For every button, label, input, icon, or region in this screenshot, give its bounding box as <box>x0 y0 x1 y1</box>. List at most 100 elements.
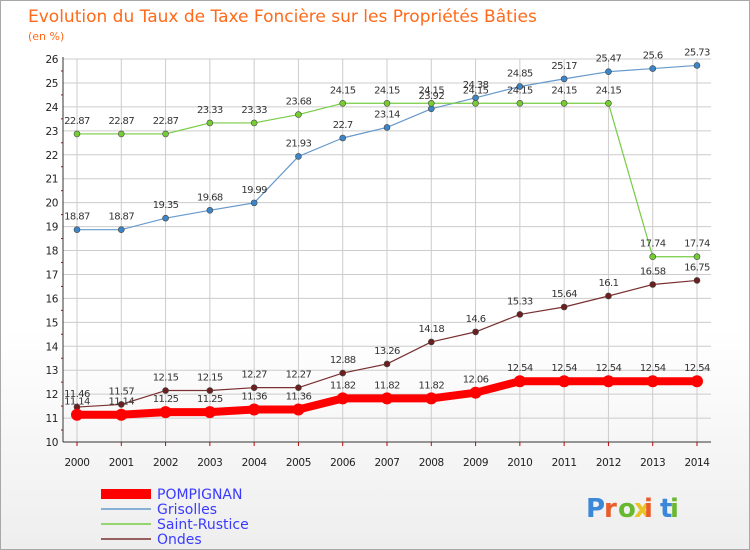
data-point-saint-rustice <box>73 130 81 138</box>
data-label-ondes: 12.27 <box>286 370 312 381</box>
data-point-ondes <box>295 384 302 391</box>
data-label-pompignan: 12.54 <box>684 363 710 374</box>
data-label-pompignan: 11.25 <box>197 394 223 405</box>
data-point-grisolles <box>339 134 347 142</box>
data-point-ondes <box>117 401 125 408</box>
logo-letter: i <box>670 494 679 524</box>
data-point-ondes <box>516 311 524 318</box>
data-point-ondes <box>560 303 568 311</box>
x-tick-label: 2012 <box>596 457 621 469</box>
data-label-saint-rustice: 24.15 <box>463 85 489 96</box>
data-point-saint-rustice <box>339 99 347 107</box>
data-labels: 18.87 18.87 19.35 19.68 19.99 21.93 22.7 23.14 2… <box>64 47 710 407</box>
x-tick-label: 2004 <box>242 457 268 469</box>
data-label-grisolles: 25.47 <box>596 54 622 65</box>
data-point-saint-rustice <box>162 130 169 138</box>
y-tick-label: 15 <box>45 317 58 329</box>
data-label-ondes: 12.15 <box>197 373 223 384</box>
data-label-saint-rustice: 24.15 <box>596 85 622 96</box>
data-point-grisolles <box>162 214 169 222</box>
proxiti-logo: Pr oxi ti <box>586 494 679 524</box>
data-point-grisolles <box>516 83 524 90</box>
data-point-ondes <box>162 387 169 394</box>
data-point-grisolles <box>383 124 391 131</box>
data-label-saint-rustice: 24.15 <box>418 85 444 96</box>
x-tick-label: 2002 <box>153 457 178 469</box>
data-label-ondes: 16.75 <box>684 262 710 273</box>
y-tick-label: 22 <box>45 150 58 162</box>
y-tick-label: 14 <box>45 341 58 353</box>
data-point-grisolles <box>693 62 701 69</box>
data-point-pompignan <box>425 392 438 405</box>
data-label-grisolles: 25.73 <box>684 47 710 58</box>
data-point-pompignan <box>381 392 393 405</box>
data-label-saint-rustice: 22.87 <box>64 116 90 127</box>
y-tick-label: 26 <box>45 54 58 66</box>
y-tick-label: 17 <box>45 269 58 281</box>
logo-letter: r <box>604 494 617 524</box>
data-point-pompignan <box>115 408 128 421</box>
data-label-ondes: 12.88 <box>330 355 356 366</box>
data-label-pompignan: 11.14 <box>108 397 134 408</box>
x-tick-label: 2010 <box>507 457 532 469</box>
data-point-pompignan <box>159 406 172 419</box>
data-label-pompignan: 11.82 <box>374 380 400 391</box>
data-point-ondes <box>427 338 435 346</box>
data-point-grisolles <box>73 226 81 233</box>
data-point-saint-rustice <box>295 111 302 118</box>
data-label-saint-rustice: 24.15 <box>374 85 400 96</box>
x-tick-label: 2001 <box>109 457 134 469</box>
data-label-saint-rustice: 22.87 <box>153 116 179 127</box>
data-point-grisolles <box>206 206 214 214</box>
data-label-ondes: 16.1 <box>598 278 618 289</box>
data-point-pompignan <box>513 375 526 388</box>
data-point-grisolles <box>295 153 302 160</box>
data-point-ondes <box>206 387 214 394</box>
data-point-ondes <box>693 277 701 284</box>
logo-letter: P <box>586 494 605 524</box>
data-point-saint-rustice <box>427 99 435 107</box>
data-label-grisolles: 24.38 <box>463 80 489 91</box>
data-label-grisolles: 18.87 <box>64 212 90 223</box>
x-tick-label: 2006 <box>330 457 356 469</box>
data-label-ondes: 12.27 <box>241 370 267 381</box>
x-tick-label: 2014 <box>684 457 710 469</box>
data-label-pompignan: 11.25 <box>153 394 179 405</box>
data-label-grisolles: 19.35 <box>153 200 179 211</box>
data-point-pompignan <box>469 386 482 399</box>
y-tick-label: 20 <box>45 198 58 210</box>
data-label-ondes: 11.46 <box>64 389 90 400</box>
data-label-pompignan: 12.54 <box>640 363 666 374</box>
x-tick-label: 2008 <box>419 457 444 469</box>
unit-label: (en %) <box>28 30 64 43</box>
legend-label-ondes: Ondes <box>157 532 202 548</box>
data-point-ondes <box>250 384 258 391</box>
x-tick-label: 2013 <box>640 457 665 469</box>
data-label-ondes: 16.58 <box>640 266 666 277</box>
data-label-grisolles: 24.85 <box>507 69 533 80</box>
legend-label-saint-rustice: Saint-Rustice <box>157 517 249 533</box>
data-point-ondes <box>605 292 612 300</box>
x-tick-label: 2000 <box>64 457 89 469</box>
data-label-saint-rustice: 23.68 <box>286 97 312 108</box>
x-tick-label: 2005 <box>286 457 311 469</box>
x-tick-label: 2011 <box>552 457 577 469</box>
data-label-pompignan: 12.54 <box>551 363 577 374</box>
data-label-pompignan: 11.82 <box>418 380 444 391</box>
y-tick-label: 16 <box>45 293 58 305</box>
data-label-ondes: 11.57 <box>108 386 134 397</box>
data-point-ondes <box>649 281 657 288</box>
data-point-saint-rustice <box>516 99 524 107</box>
data-point-grisolles <box>605 68 612 75</box>
y-tick-label: 21 <box>45 174 58 186</box>
data-label-pompignan: 12.06 <box>463 375 489 386</box>
data-point-ondes <box>472 328 479 336</box>
data-label-ondes: 12.15 <box>153 373 179 384</box>
data-label-ondes: 14.18 <box>418 324 444 335</box>
y-tick-label: 24 <box>45 102 58 114</box>
data-point-saint-rustice <box>117 130 125 138</box>
data-point-saint-rustice <box>649 253 657 261</box>
